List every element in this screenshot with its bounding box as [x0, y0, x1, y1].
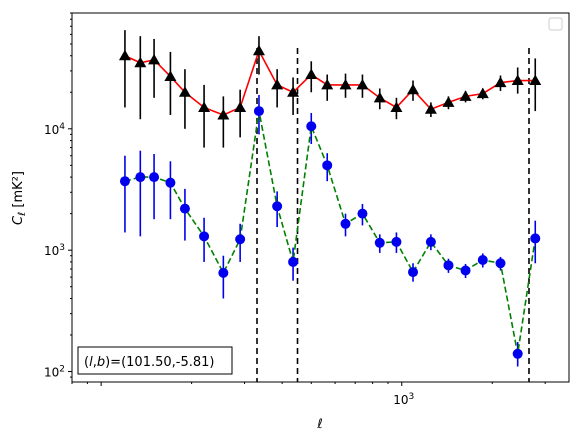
data-series: [118, 30, 542, 367]
data-point: [322, 160, 333, 171]
x-axis-label: ℓ: [316, 417, 322, 432]
data-point: [460, 265, 471, 276]
data-point: [179, 203, 190, 214]
data-point: [198, 101, 211, 112]
y-tick-label: 103: [44, 243, 65, 258]
data-point: [178, 86, 191, 97]
axis-ticks: 102 103 104 103: [44, 12, 546, 407]
series-1: [119, 94, 541, 367]
data-point: [476, 87, 489, 99]
annotation-frame: [77, 346, 233, 375]
data-point: [148, 53, 161, 65]
data-point: [135, 172, 146, 183]
data-point: [118, 49, 131, 61]
series-line: [124, 110, 537, 354]
data-point: [271, 78, 284, 90]
legend-box: [548, 17, 563, 31]
data-point: [164, 70, 177, 81]
data-point: [425, 236, 436, 247]
vertical-reference-lines: [256, 48, 530, 382]
data-point: [199, 231, 210, 242]
data-point: [357, 208, 368, 219]
data-point: [149, 172, 160, 183]
data-point: [287, 86, 300, 97]
data-point: [530, 233, 541, 244]
data-point: [253, 106, 264, 117]
data-point: [234, 101, 247, 112]
series-line: [124, 48, 536, 116]
annotation-text: (l,b)=(101.50,-5.81): [84, 355, 214, 370]
data-point: [495, 258, 506, 269]
data-point: [272, 201, 283, 212]
data-point: [443, 260, 454, 271]
legend: [548, 17, 563, 31]
annotation-box: (l,b)=(101.50,-5.81): [77, 346, 233, 375]
data-point: [339, 78, 352, 90]
data-point: [529, 74, 542, 86]
data-point: [340, 218, 351, 229]
data-point: [408, 267, 419, 278]
data-point: [512, 348, 523, 359]
y-tick-label: 104: [44, 122, 65, 137]
data-point: [459, 90, 472, 101]
data-point: [235, 234, 246, 245]
data-point: [134, 56, 147, 68]
data-point: [165, 177, 176, 188]
y-tick-label: 102: [44, 365, 65, 380]
data-point: [373, 91, 386, 103]
data-point: [217, 108, 230, 120]
data-point: [356, 78, 369, 90]
data-point: [477, 254, 488, 265]
data-point: [494, 76, 507, 88]
data-point: [306, 121, 317, 132]
data-point: [424, 103, 437, 114]
series-0: [118, 30, 542, 148]
data-point: [305, 68, 318, 80]
x-tick-label: 103: [393, 392, 414, 407]
data-point: [288, 256, 299, 267]
data-point: [321, 78, 334, 90]
data-point: [218, 267, 229, 278]
data-point: [391, 236, 402, 247]
data-point: [442, 96, 455, 107]
y-axis-label: Cℓ [mK²]: [11, 171, 28, 225]
data-point: [119, 176, 130, 187]
data-point: [511, 74, 524, 86]
data-point: [390, 101, 403, 112]
data-point: [374, 237, 385, 248]
data-point: [252, 44, 265, 56]
plot-frame: [71, 12, 570, 383]
data-point: [407, 83, 420, 95]
